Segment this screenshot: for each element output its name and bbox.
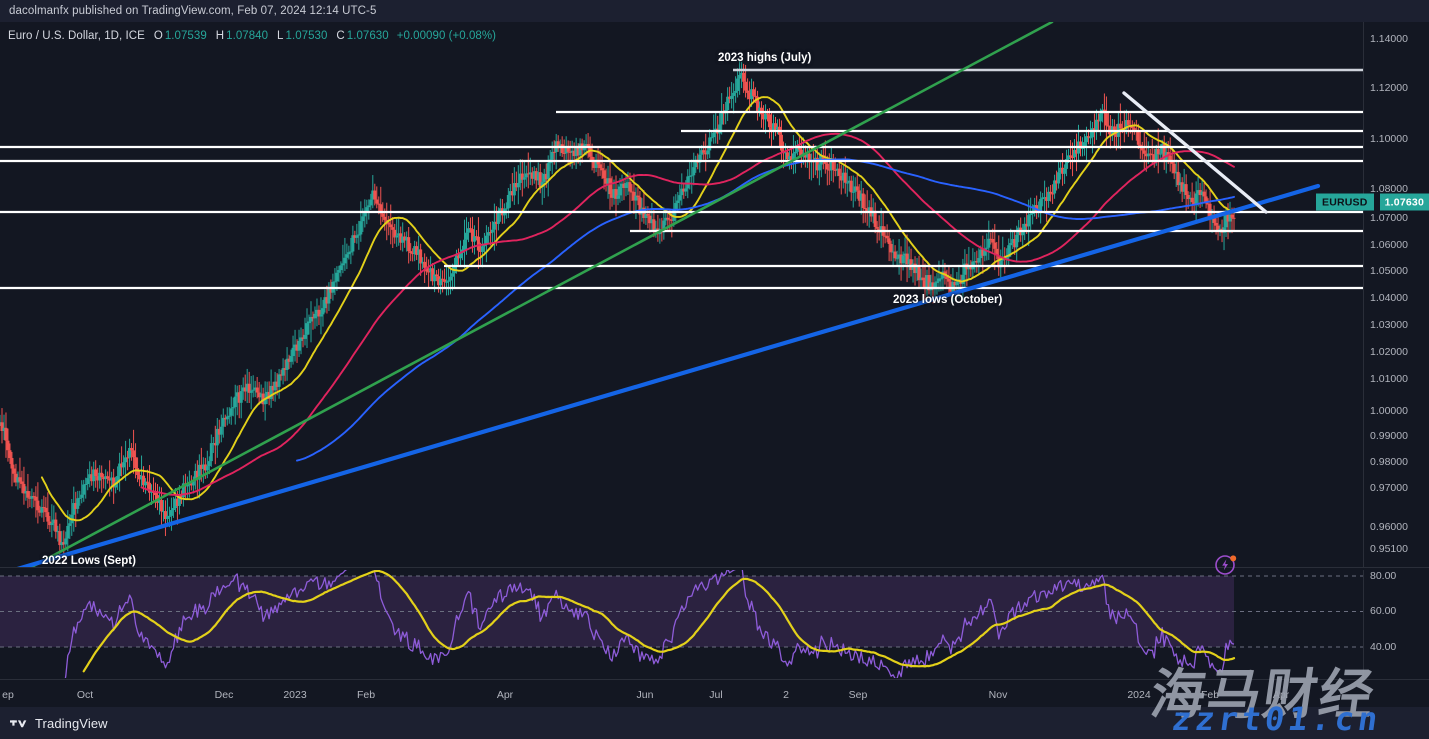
ma-fast [40, 96, 1235, 522]
time-axis-tick: Feb [356, 689, 376, 701]
price-axis-tick: 1.06000 [1370, 239, 1408, 251]
price-axis-tick: 0.97000 [1370, 482, 1408, 494]
legend-high-value: 1.07840 [226, 30, 269, 42]
legend-low-value: 1.07530 [285, 30, 328, 42]
price-axis[interactable]: 1.14000 1.12000 1.10000 1.08000 1.07000 1.060… [1363, 22, 1429, 567]
price-axis-tick: 0.98000 [1370, 456, 1408, 468]
rsi-chart-canvas[interactable] [0, 570, 1364, 678]
time-axis-tick: Jun [636, 689, 654, 701]
legend-open-label: O [153, 30, 163, 42]
legend-high-label: H [215, 30, 225, 42]
price-axis-tick: 1.08000 [1370, 183, 1408, 195]
legend-low-label: L [277, 30, 284, 42]
time-axis-tick: Feb [1200, 689, 1220, 701]
rsi-axis-tick: 40.00 [1370, 641, 1397, 653]
tradingview-mark-icon [10, 720, 27, 728]
price-axis-tick: 1.12000 [1370, 82, 1408, 94]
chart-annotation-label[interactable]: 2023 lows (October) [893, 294, 1003, 306]
rsi-axis-tick: 60.00 [1370, 605, 1397, 617]
time-axis-tick: 2 [783, 689, 789, 701]
price-axis-tick: 1.14000 [1370, 33, 1408, 45]
trendline[interactable] [26, 22, 1054, 567]
price-pane[interactable] [0, 22, 1364, 567]
rsi-line [64, 570, 1235, 678]
rsi-axis[interactable]: 80.00 60.00 40.00 [1363, 570, 1429, 678]
price-axis-tick: 1.04000 [1370, 292, 1408, 304]
time-axis-tick: Apr [496, 689, 514, 701]
time-axis-tick: Nov [988, 689, 1008, 701]
candle-series [0, 59, 1236, 563]
attribution-bar: dacolmanfx published on TradingView.com,… [0, 0, 1429, 22]
ma-mid [140, 132, 1235, 496]
footer-bar: TradingView [0, 707, 1429, 739]
price-axis-tick: 1.03000 [1370, 319, 1408, 331]
ma-slow [296, 158, 1235, 462]
attribution-text: dacolmanfx published on TradingView.com,… [9, 5, 377, 17]
price-axis-tick: 1.10000 [1370, 133, 1408, 145]
price-axis-tick: 1.01000 [1370, 373, 1408, 385]
time-axis-tick: Oct [76, 689, 94, 701]
ticker-badge[interactable]: EURUSD [1316, 193, 1374, 211]
rsi-ma-line [82, 570, 1236, 673]
price-axis-tick: 0.99000 [1370, 430, 1408, 442]
price-axis-tick: 1.02000 [1370, 346, 1408, 358]
legend-symbol[interactable]: Euro / U.S. Dollar, 1D, ICE [8, 30, 145, 42]
trendline[interactable] [14, 183, 1321, 567]
ticker-badge-label: EURUSD [1316, 193, 1374, 211]
trendline[interactable] [1122, 91, 1268, 214]
pane-separator [0, 567, 1429, 568]
time-axis-tick: Apr [1272, 689, 1290, 701]
time-axis-tick: 2023 [283, 689, 307, 701]
chart-annotation-label[interactable]: 2023 highs (July) [718, 52, 812, 64]
legend-close-label: C [336, 30, 345, 42]
time-axis-tick: 2024 [1127, 689, 1151, 701]
price-axis-tick: 1.00000 [1370, 405, 1408, 417]
rsi-axis-tick: 80.00 [1370, 570, 1397, 582]
time-axis[interactable]: ep Oct Dec 2023 Feb Apr Jun Jul 2 Sep Nov 2024 Feb Ap… [0, 679, 1429, 708]
time-axis-tick: Dec [214, 689, 234, 701]
current-price-value: 1.07630 [1379, 193, 1429, 211]
rsi-pane[interactable] [0, 570, 1364, 678]
current-price-badge[interactable]: 1.07630 [1379, 193, 1429, 211]
chart-legend[interactable]: Euro / U.S. Dollar, 1D, ICE O 1.07539 H 1.07… [8, 30, 496, 42]
time-axis-tick: Sep [848, 689, 868, 701]
price-axis-tick: 0.96000 [1370, 521, 1408, 533]
lightning-bolt-icon[interactable] [1214, 552, 1238, 576]
chart-annotation-label[interactable]: 2022 Lows (Sept) [42, 555, 136, 567]
time-axis-tick: Jul [709, 689, 723, 701]
legend-close-value: 1.07630 [346, 30, 389, 42]
price-axis-tick: 1.05000 [1370, 265, 1408, 277]
price-axis-tick: 1.07000 [1370, 212, 1408, 224]
price-chart-canvas[interactable] [0, 22, 1364, 567]
watermark-url: zzrt01.cn [1169, 700, 1385, 738]
time-axis-tick: ep [2, 689, 14, 701]
legend-open-value: 1.07539 [164, 30, 207, 42]
price-axis-tick: 0.95100 [1370, 543, 1408, 555]
tradingview-logo[interactable]: TradingView [0, 716, 108, 731]
tradingview-wordmark: TradingView [35, 715, 108, 731]
legend-change: +0.00090 (+0.08%) [396, 30, 497, 42]
